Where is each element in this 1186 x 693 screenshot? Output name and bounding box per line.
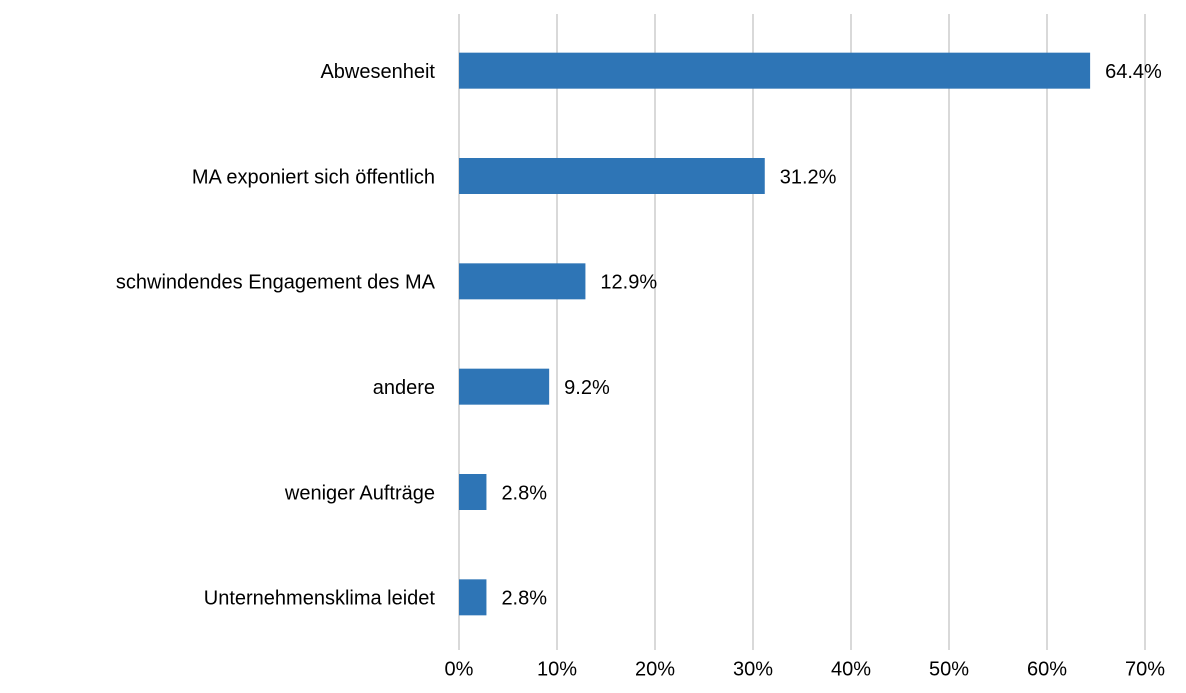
value-label: 12.9%: [600, 272, 657, 294]
x-tick-label: 50%: [929, 658, 969, 680]
x-tick-label: 70%: [1125, 658, 1165, 680]
x-tick-label: 60%: [1027, 658, 1067, 680]
x-tick-label: 30%: [733, 658, 773, 680]
x-tick-label: 0%: [445, 658, 474, 680]
y-tick-label: Abwesenheit: [320, 61, 435, 83]
value-label: 31.2%: [780, 166, 837, 188]
y-tick-label: Unternehmensklima leidet: [204, 588, 436, 610]
y-tick-label: andere: [373, 377, 435, 399]
y-tick-label: MA exponiert sich öffentlich: [192, 166, 435, 188]
bar: [459, 52, 1091, 89]
value-label: 9.2%: [564, 377, 610, 399]
value-label: 2.8%: [501, 482, 547, 504]
bar: [459, 474, 487, 510]
y-tick-label: weniger Aufträge: [284, 482, 435, 504]
bar: [459, 579, 487, 616]
value-label: 2.8%: [501, 588, 547, 610]
bar: [459, 368, 550, 405]
x-tick-label: 40%: [831, 658, 871, 680]
value-label: 64.4%: [1105, 61, 1162, 83]
bar: [459, 158, 765, 194]
y-tick-label: schwindendes Engagement des MA: [116, 272, 436, 294]
bar: [459, 263, 586, 300]
x-tick-label: 10%: [537, 658, 577, 680]
x-tick-label: 20%: [635, 658, 675, 680]
